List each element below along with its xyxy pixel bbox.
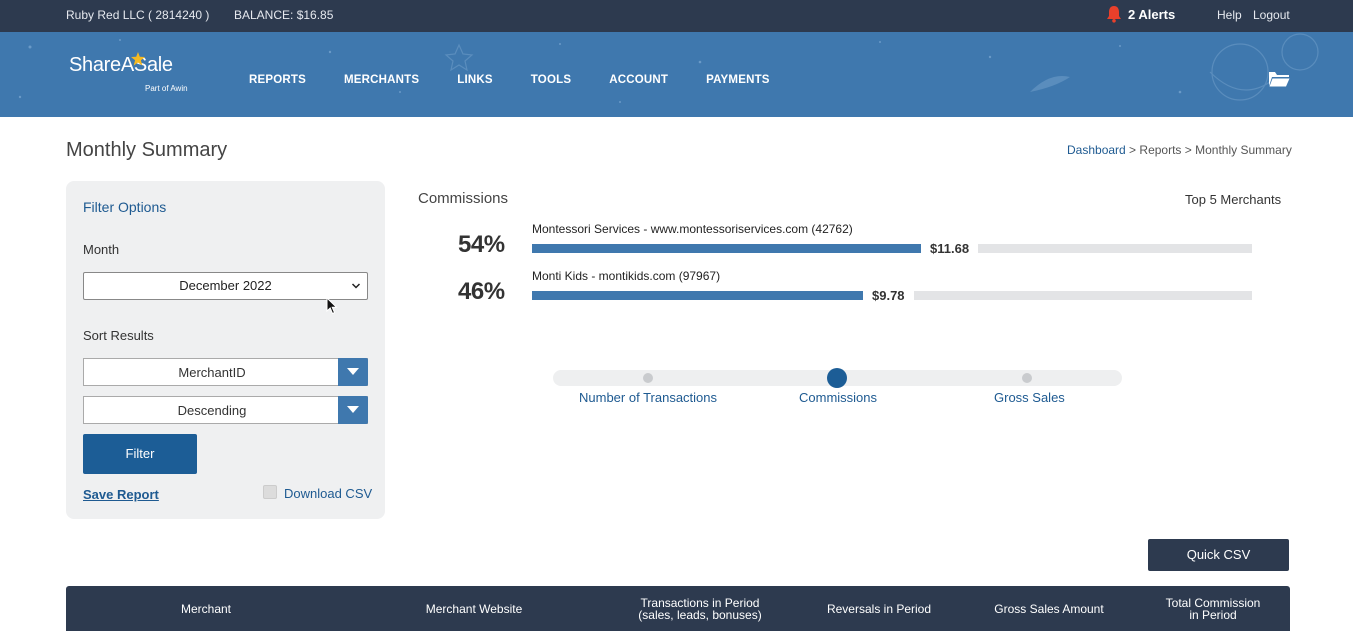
column-header-subtext: (sales, leads, bonuses) — [638, 608, 762, 622]
merchant-bar-fill — [532, 291, 863, 300]
column-header-merchant-website[interactable]: Merchant Website — [404, 603, 544, 615]
column-header-gross-sales[interactable]: Gross Sales Amount — [984, 603, 1114, 615]
sort-field-select[interactable]: MerchantID — [83, 358, 368, 386]
header-decoration — [18, 33, 1319, 103]
month-select[interactable]: December 2022 — [83, 272, 368, 300]
column-header-reversals[interactable]: Reversals in Period — [814, 603, 944, 615]
toggle-transactions-dot[interactable] — [643, 373, 653, 383]
star-icon — [131, 52, 145, 66]
merchant-percent: 54% — [458, 231, 505, 258]
breadcrumb-separator: > — [1181, 143, 1196, 157]
column-header-text: Total Commission — [1165, 596, 1261, 610]
top-merchants-label: Top 5 Merchants — [1185, 192, 1282, 207]
breadcrumb-separator: > — [1125, 143, 1140, 157]
breadcrumb-current: Monthly Summary — [1195, 143, 1292, 157]
merchant-name: Montessori Services - www.montessoriserv… — [532, 222, 853, 236]
nav-links[interactable]: LINKS — [457, 74, 493, 86]
breadcrumb-dashboard[interactable]: Dashboard — [1067, 143, 1126, 157]
sort-order-dropdown-button[interactable] — [338, 396, 368, 424]
alerts-label: 2 Alerts — [1128, 6, 1176, 22]
toggle-transactions-label[interactable]: Number of Transactions — [579, 390, 718, 405]
main-nav: REPORTS MERCHANTS LINKS TOOLS ACCOUNT PA… — [249, 74, 808, 86]
sort-field-value: MerchantID — [178, 365, 246, 380]
help-link[interactable]: Help — [1217, 8, 1242, 22]
top-bar: Ruby Red LLC ( 2814240 ) BALANCE: $16.85… — [0, 0, 1353, 32]
breadcrumb-reports: Reports — [1139, 143, 1182, 157]
column-header-text: Reversals in Period — [826, 602, 932, 616]
toggle-gross-sales-dot[interactable] — [1022, 373, 1032, 383]
merchant-name: Monti Kids - montikids.com (97967) — [532, 269, 721, 283]
toggle-commissions-dot[interactable] — [827, 368, 847, 388]
toggle-gross-sales-label[interactable]: Gross Sales — [994, 390, 1065, 405]
caret-down-icon — [347, 368, 359, 375]
toggle-commissions-label[interactable]: Commissions — [799, 390, 878, 405]
merchant-row: 54% Montessori Services - www.montessori… — [0, 222, 1353, 272]
column-header-text: Merchant — [180, 602, 232, 616]
account-name: Ruby Red LLC ( 2814240 ) — [66, 8, 210, 22]
month-value: December 2022 — [179, 278, 272, 293]
merchant-amount: $11.68 — [921, 241, 979, 256]
table-header: Merchant Merchant Website Transactions i… — [66, 586, 1290, 631]
filter-button[interactable]: Filter — [83, 434, 197, 474]
download-csv-checkbox[interactable] — [263, 485, 277, 499]
breadcrumb: Dashboard > Reports > Monthly Summary — [1067, 143, 1292, 157]
sort-field-dropdown-button[interactable] — [338, 358, 368, 386]
nav-tools[interactable]: TOOLS — [530, 74, 572, 86]
column-header-merchant[interactable]: Merchant — [146, 603, 266, 615]
sort-order-select[interactable]: Descending — [83, 396, 368, 424]
column-header-total-commission[interactable]: Total Commission in Period — [1153, 597, 1273, 621]
nav-merchants[interactable]: MERCHANTS — [344, 74, 420, 86]
sort-label: Sort Results — [83, 328, 154, 343]
column-header-subtext: in Period — [1189, 608, 1237, 622]
mouse-cursor-icon — [326, 297, 338, 315]
month-label: Month — [83, 242, 120, 257]
logout-link[interactable]: Logout — [1253, 8, 1290, 22]
commissions-title: Commissions — [418, 190, 509, 207]
main-header: ShareASale Part of Awin REPORTS MERCHANT… — [0, 32, 1353, 117]
merchant-amount: $9.78 — [863, 288, 914, 303]
merchant-bar-fill — [532, 244, 921, 253]
balance: BALANCE: $16.85 — [234, 8, 334, 22]
logo-text: ShareASale — [69, 54, 173, 76]
filter-title: Filter Options — [83, 199, 167, 215]
nav-reports[interactable]: REPORTS — [249, 74, 306, 86]
alerts-button[interactable]: 2 Alerts — [1105, 5, 1175, 23]
page-title: Monthly Summary — [66, 139, 228, 161]
column-header-text: Gross Sales Amount — [994, 602, 1104, 616]
bell-icon — [1107, 6, 1121, 23]
chevron-down-icon — [351, 283, 361, 289]
folder-icon[interactable] — [1268, 70, 1290, 88]
filter-panel: Filter Options Month December 2022 Sort … — [66, 181, 385, 519]
column-header-text: Merchant Website — [425, 602, 523, 616]
metric-toggle-track — [553, 368, 1122, 388]
merchant-row: 46% Monti Kids - montikids.com (97967) $… — [0, 269, 1353, 319]
nav-payments[interactable]: PAYMENTS — [706, 74, 770, 86]
sort-order-value: Descending — [177, 403, 247, 418]
quick-csv-button[interactable]: Quick CSV — [1148, 539, 1289, 571]
shareasale-logo[interactable]: ShareASale Part of Awin — [69, 52, 188, 93]
column-header-text: Transactions in Period — [640, 596, 760, 610]
column-header-transactions[interactable]: Transactions in Period (sales, leads, bon… — [615, 597, 785, 621]
save-report-link[interactable]: Save Report — [83, 487, 159, 502]
logo-subtitle: Part of Awin — [145, 84, 188, 93]
caret-down-icon — [347, 406, 359, 413]
merchant-percent: 46% — [458, 278, 505, 305]
download-csv-label[interactable]: Download CSV — [284, 486, 373, 501]
nav-account[interactable]: ACCOUNT — [609, 74, 669, 86]
